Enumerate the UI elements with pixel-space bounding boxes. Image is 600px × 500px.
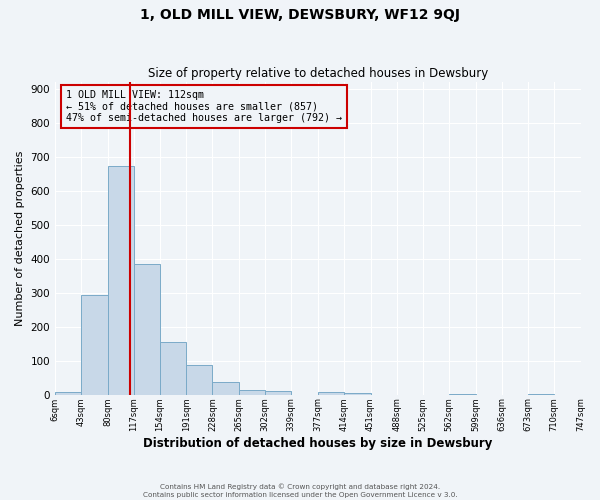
X-axis label: Distribution of detached houses by size in Dewsbury: Distribution of detached houses by size … (143, 437, 493, 450)
Text: 1, OLD MILL VIEW, DEWSBURY, WF12 9QJ: 1, OLD MILL VIEW, DEWSBURY, WF12 9QJ (140, 8, 460, 22)
Y-axis label: Number of detached properties: Number of detached properties (15, 150, 25, 326)
Bar (55, 392, 81, 394)
Bar (81, 295, 107, 394)
Bar (186, 365, 212, 394)
Bar (318, 392, 344, 394)
Title: Size of property relative to detached houses in Dewsbury: Size of property relative to detached ho… (148, 66, 488, 80)
Bar (344, 393, 371, 394)
Bar (212, 382, 239, 394)
Text: 1 OLD MILL VIEW: 112sqm
← 51% of detached houses are smaller (857)
47% of semi-d: 1 OLD MILL VIEW: 112sqm ← 51% of detache… (65, 90, 341, 123)
Bar (107, 166, 134, 394)
Bar (160, 342, 186, 394)
Text: Contains HM Land Registry data © Crown copyright and database right 2024.
Contai: Contains HM Land Registry data © Crown c… (143, 484, 457, 498)
Bar (239, 390, 265, 394)
Bar (265, 390, 291, 394)
Bar (134, 264, 160, 394)
